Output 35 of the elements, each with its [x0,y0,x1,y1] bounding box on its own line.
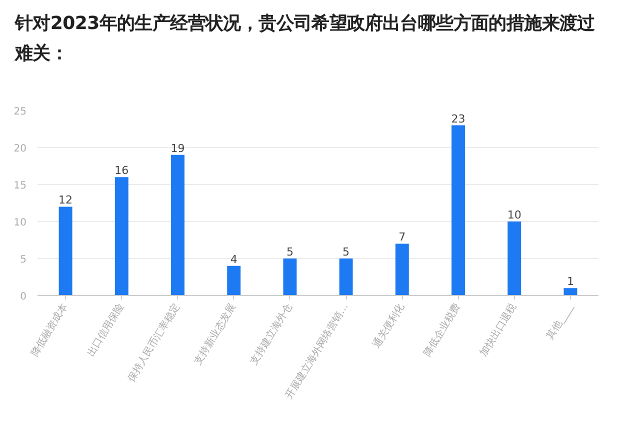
bar [508,222,522,296]
bar [283,258,297,296]
x-tick-label: 支持建立海外仓 [248,301,295,368]
bar [395,244,409,296]
x-tick-label: 支持新业态发展 [192,301,239,368]
bar [564,288,578,296]
y-tick-label: 25 [14,106,27,118]
x-tick-label: 通关便利化 [370,301,407,350]
x-tick-label: 出口信用保险 [84,301,126,359]
data-label: 5 [342,246,350,258]
data-label: 12 [58,194,73,207]
bar [58,206,72,296]
bar [227,266,241,296]
x-tick-label: 保持人民币汇率稳定 [125,301,182,384]
y-tick-label: 10 [14,218,27,228]
data-label: 5 [286,246,294,258]
x-tick-label: 加快出口退税 [477,301,520,359]
bar [339,258,353,296]
chart-title: 针对2023年的生产经营状况，贵公司希望政府出台哪些方面的措施来渡过难关： [15,12,596,66]
data-label: 1 [566,275,574,288]
y-tick-label: 0 [20,292,27,302]
y-tick-label: 15 [14,180,27,192]
y-tick-label: 20 [14,144,27,154]
bar [171,154,184,296]
data-label: 4 [230,252,238,266]
x-tick-label: 降低企业税费 [421,301,463,359]
data-label: 7 [398,230,406,244]
data-label: 16 [114,164,129,178]
data-label: 23 [451,112,466,126]
data-label: 10 [507,208,522,222]
data-label: 19 [170,142,185,155]
x-tick-label: 降低融资成本 [28,301,70,359]
y-tick-label: 5 [20,254,27,266]
bar [114,177,128,296]
bar [452,125,465,296]
